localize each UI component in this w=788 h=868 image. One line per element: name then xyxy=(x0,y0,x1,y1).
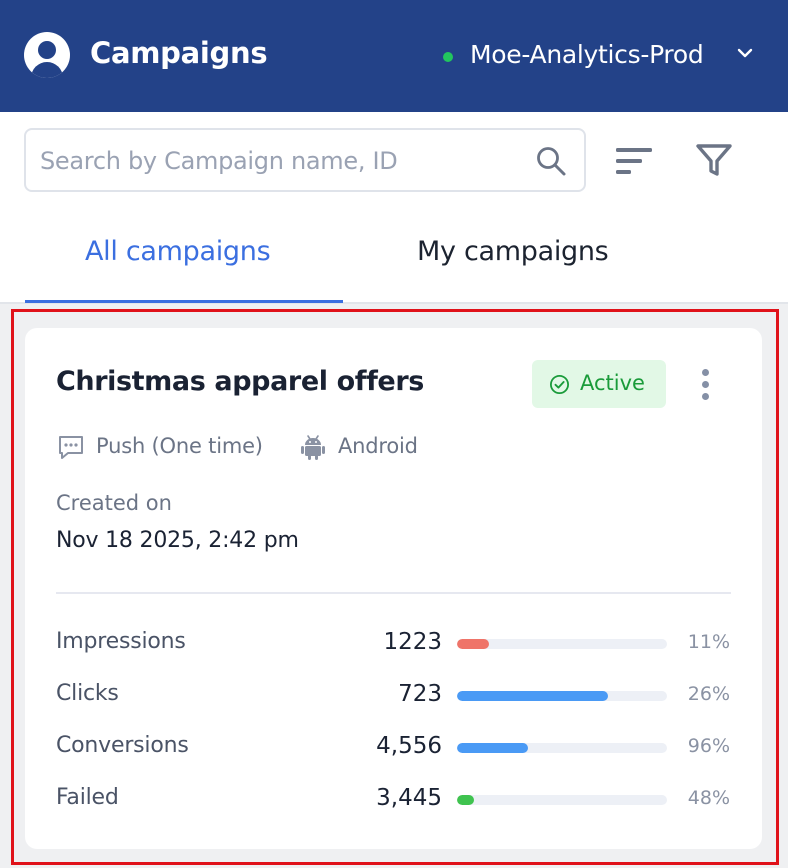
metric-bar xyxy=(457,691,667,701)
metric-bar xyxy=(457,795,667,805)
metric-bar-fill xyxy=(457,795,474,805)
metric-percent: 96% xyxy=(687,735,730,757)
metric-value: 723 xyxy=(398,681,442,707)
metric-label: Failed xyxy=(56,785,119,810)
created-on-label: Created on xyxy=(56,491,172,515)
page-title: Campaigns xyxy=(90,36,268,70)
chevron-down-icon[interactable] xyxy=(736,46,754,60)
metric-label: Clicks xyxy=(56,681,119,706)
status-badge-label: Active xyxy=(580,371,645,395)
campaign-channel: Push (One time) xyxy=(96,434,263,458)
metric-value: 4,556 xyxy=(376,733,442,759)
metric-row-clicks: Clicks 723 26% xyxy=(25,681,762,711)
search-input[interactable] xyxy=(40,142,520,180)
tabs-divider xyxy=(0,302,788,304)
message-icon xyxy=(59,436,83,459)
campaign-card[interactable]: Christmas apparel offers Active Push (On… xyxy=(25,328,762,849)
highlight-frame xyxy=(11,309,779,865)
account-status-dot xyxy=(443,52,453,62)
metric-label: Impressions xyxy=(56,629,186,654)
search-icon[interactable] xyxy=(534,144,568,178)
metric-bar-fill xyxy=(457,691,609,701)
metric-label: Conversions xyxy=(56,733,189,758)
metric-bar xyxy=(457,639,667,649)
metric-value: 1223 xyxy=(383,629,442,655)
user-avatar-icon[interactable] xyxy=(24,32,70,78)
metric-value: 3,445 xyxy=(376,785,442,811)
metric-bar xyxy=(457,743,667,753)
metric-row-failed: Failed 3,445 48% xyxy=(25,785,762,815)
active-tab-indicator xyxy=(25,300,343,303)
app-header: Campaigns Moe-Analytics-Prod xyxy=(0,0,788,112)
card-divider xyxy=(56,592,731,594)
campaign-title[interactable]: Christmas apparel offers xyxy=(56,366,424,397)
more-options-icon[interactable] xyxy=(694,366,718,404)
check-circle-icon xyxy=(549,374,570,395)
created-on-value: Nov 18 2025, 2:42 pm xyxy=(56,528,299,553)
account-switcher[interactable]: Moe-Analytics-Prod xyxy=(470,40,704,69)
metric-row-conversions: Conversions 4,556 96% xyxy=(25,733,762,763)
tab-my-campaigns[interactable]: My campaigns xyxy=(417,236,609,267)
metric-bar-fill xyxy=(457,743,529,753)
status-badge: Active xyxy=(532,360,666,408)
filter-icon[interactable] xyxy=(695,142,733,178)
metric-row-impressions: Impressions 1223 11% xyxy=(25,629,762,659)
sort-icon[interactable] xyxy=(614,144,654,178)
search-box xyxy=(24,128,586,192)
metric-bar-fill xyxy=(457,639,489,649)
campaign-platform: Android xyxy=(338,434,418,458)
tab-all-campaigns[interactable]: All campaigns xyxy=(85,236,271,267)
metric-percent: 11% xyxy=(687,631,730,653)
metric-percent: 48% xyxy=(687,787,730,809)
metric-percent: 26% xyxy=(687,683,730,705)
android-icon xyxy=(301,435,325,460)
